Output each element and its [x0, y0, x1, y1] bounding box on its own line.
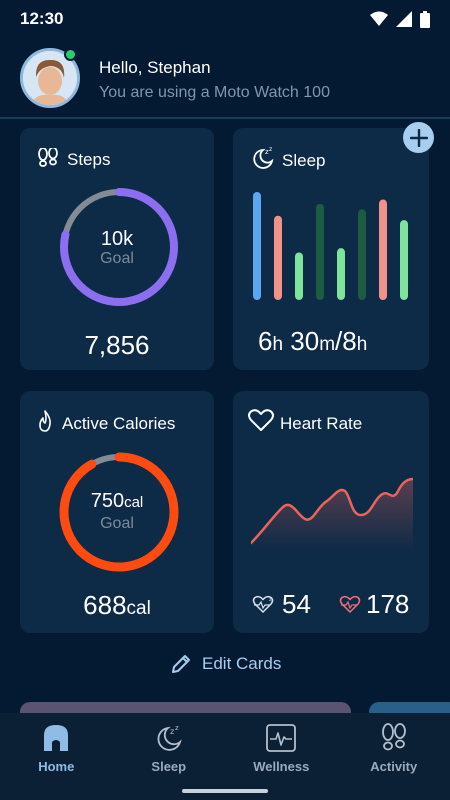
status-time: 12:30 — [20, 9, 64, 28]
heart-icon — [248, 409, 274, 431]
sleep-card[interactable]: z z Sleep 6h 30m/8h — [233, 128, 429, 370]
steps-card[interactable]: Steps 10k Goal 7,856 — [20, 128, 214, 370]
sleep-hours: 6 — [258, 326, 273, 356]
heart-rate-min: 54 — [282, 589, 311, 619]
calories-title: Active Calories — [62, 414, 176, 433]
sleep-bar — [295, 252, 303, 300]
sleep-hours-unit: h — [272, 334, 284, 355]
flame-icon — [39, 410, 51, 432]
sleep-moon-icon: z z — [157, 724, 182, 751]
footprints-icon — [381, 723, 406, 751]
sleep-bar — [358, 209, 366, 300]
heart-rate-title: Heart Rate — [280, 414, 363, 433]
steps-progress-ring — [60, 188, 178, 306]
svg-text:z: z — [175, 724, 179, 732]
nav-sleep-label: Sleep — [151, 759, 187, 774]
steps-value: 7,856 — [84, 330, 150, 360]
sleep-title: Sleep — [282, 151, 326, 170]
resting-heart-icon: z — [252, 595, 274, 614]
nav-home[interactable]: Home — [6, 721, 106, 774]
svg-text:z: z — [269, 146, 272, 153]
heart-rate-max: 178 — [366, 589, 410, 619]
gesture-handle[interactable] — [182, 789, 268, 793]
wifi-icon — [370, 11, 388, 26]
steps-goal-value: 10k — [100, 228, 134, 250]
add-card-button[interactable] — [403, 122, 434, 153]
wellness-icon — [266, 724, 297, 752]
nav-activity-label: Activity — [370, 759, 418, 774]
bottom-nav: Home z z Sleep Wellness — [0, 713, 450, 800]
sleep-value: 6h 30m/8h — [258, 326, 367, 357]
edit-cards-button[interactable]: Edit Cards — [170, 650, 281, 678]
heart-rate-chart — [251, 477, 413, 551]
home-icon — [44, 725, 69, 751]
header-divider — [0, 117, 450, 119]
plus-icon — [409, 128, 428, 147]
calories-number: 688 — [83, 590, 127, 620]
calories-card[interactable]: Active Calories 750cal Goal 688cal — [20, 391, 214, 633]
calories-goal-label: Goal — [100, 515, 134, 532]
sleep-minutes-unit: m — [319, 334, 336, 355]
nav-wellness-label: Wellness — [253, 759, 310, 774]
sleep-bar — [379, 199, 387, 300]
sleep-bar — [274, 215, 282, 300]
calories-goal-value: 750cal — [20, 490, 214, 513]
sleep-bar-chart — [253, 192, 408, 300]
sleep-minutes: 30 — [290, 326, 320, 356]
status-icons — [370, 10, 430, 28]
nav-sleep[interactable]: z z Sleep — [119, 721, 219, 774]
sleep-bar — [337, 248, 345, 300]
nav-home-label: Home — [38, 759, 75, 774]
sleep-moon-icon: z z — [253, 146, 274, 169]
svg-text:z: z — [170, 727, 174, 736]
svg-text:z: z — [265, 148, 269, 156]
device-text: You are using a Moto Watch 100 — [99, 84, 330, 101]
steps-goal-label: Goal — [100, 250, 134, 267]
pencil-icon — [172, 655, 190, 673]
sleep-bar — [253, 192, 261, 300]
status-bar: 12:30 — [0, 0, 450, 38]
edit-cards-label: Edit Cards — [202, 654, 282, 673]
max-heart-icon — [339, 595, 361, 614]
sleep-goal: /8 — [335, 326, 357, 356]
nav-wellness[interactable]: Wellness — [231, 721, 331, 774]
calories-unit: cal — [126, 598, 151, 619]
greeting-text: Hello, Stephan — [99, 58, 211, 77]
calories-value: 688cal — [20, 590, 214, 621]
sleep-bar — [316, 203, 324, 300]
signal-icon — [396, 11, 412, 27]
calories-progress-ring — [59, 452, 179, 572]
online-status-dot — [64, 48, 77, 61]
svg-text:z: z — [269, 597, 272, 603]
steps-title: Steps — [67, 150, 111, 169]
calories-goal-number: 750 — [90, 490, 125, 512]
profile-header: Hello, Stephan You are using a Moto Watc… — [0, 40, 450, 116]
heart-rate-card[interactable]: Heart Rate z 54 178 — [233, 391, 429, 633]
footprints-icon — [38, 148, 58, 167]
calories-goal-unit: cal — [124, 494, 144, 511]
sleep-goal-unit: h — [356, 334, 368, 355]
battery-icon — [420, 10, 430, 28]
sleep-bar — [400, 220, 408, 300]
nav-activity[interactable]: Activity — [344, 721, 444, 774]
